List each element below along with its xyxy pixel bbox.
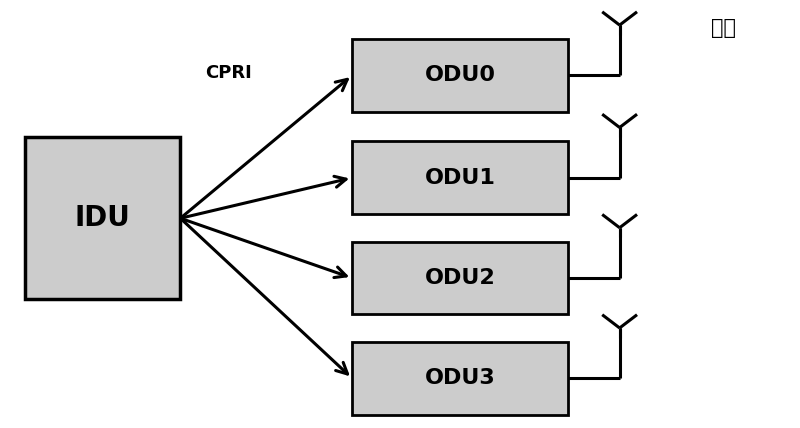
Text: ODU0: ODU0 xyxy=(424,65,495,85)
Bar xyxy=(352,342,568,414)
Bar xyxy=(352,39,568,112)
Bar xyxy=(352,242,568,314)
Text: ODU3: ODU3 xyxy=(425,368,495,388)
Text: 天线: 天线 xyxy=(711,18,736,39)
Text: IDU: IDU xyxy=(74,204,130,232)
Text: ODU2: ODU2 xyxy=(425,268,495,288)
Text: ODU1: ODU1 xyxy=(425,168,495,188)
Text: CPRI: CPRI xyxy=(205,64,252,82)
Bar xyxy=(25,137,180,299)
Bar xyxy=(352,142,568,214)
